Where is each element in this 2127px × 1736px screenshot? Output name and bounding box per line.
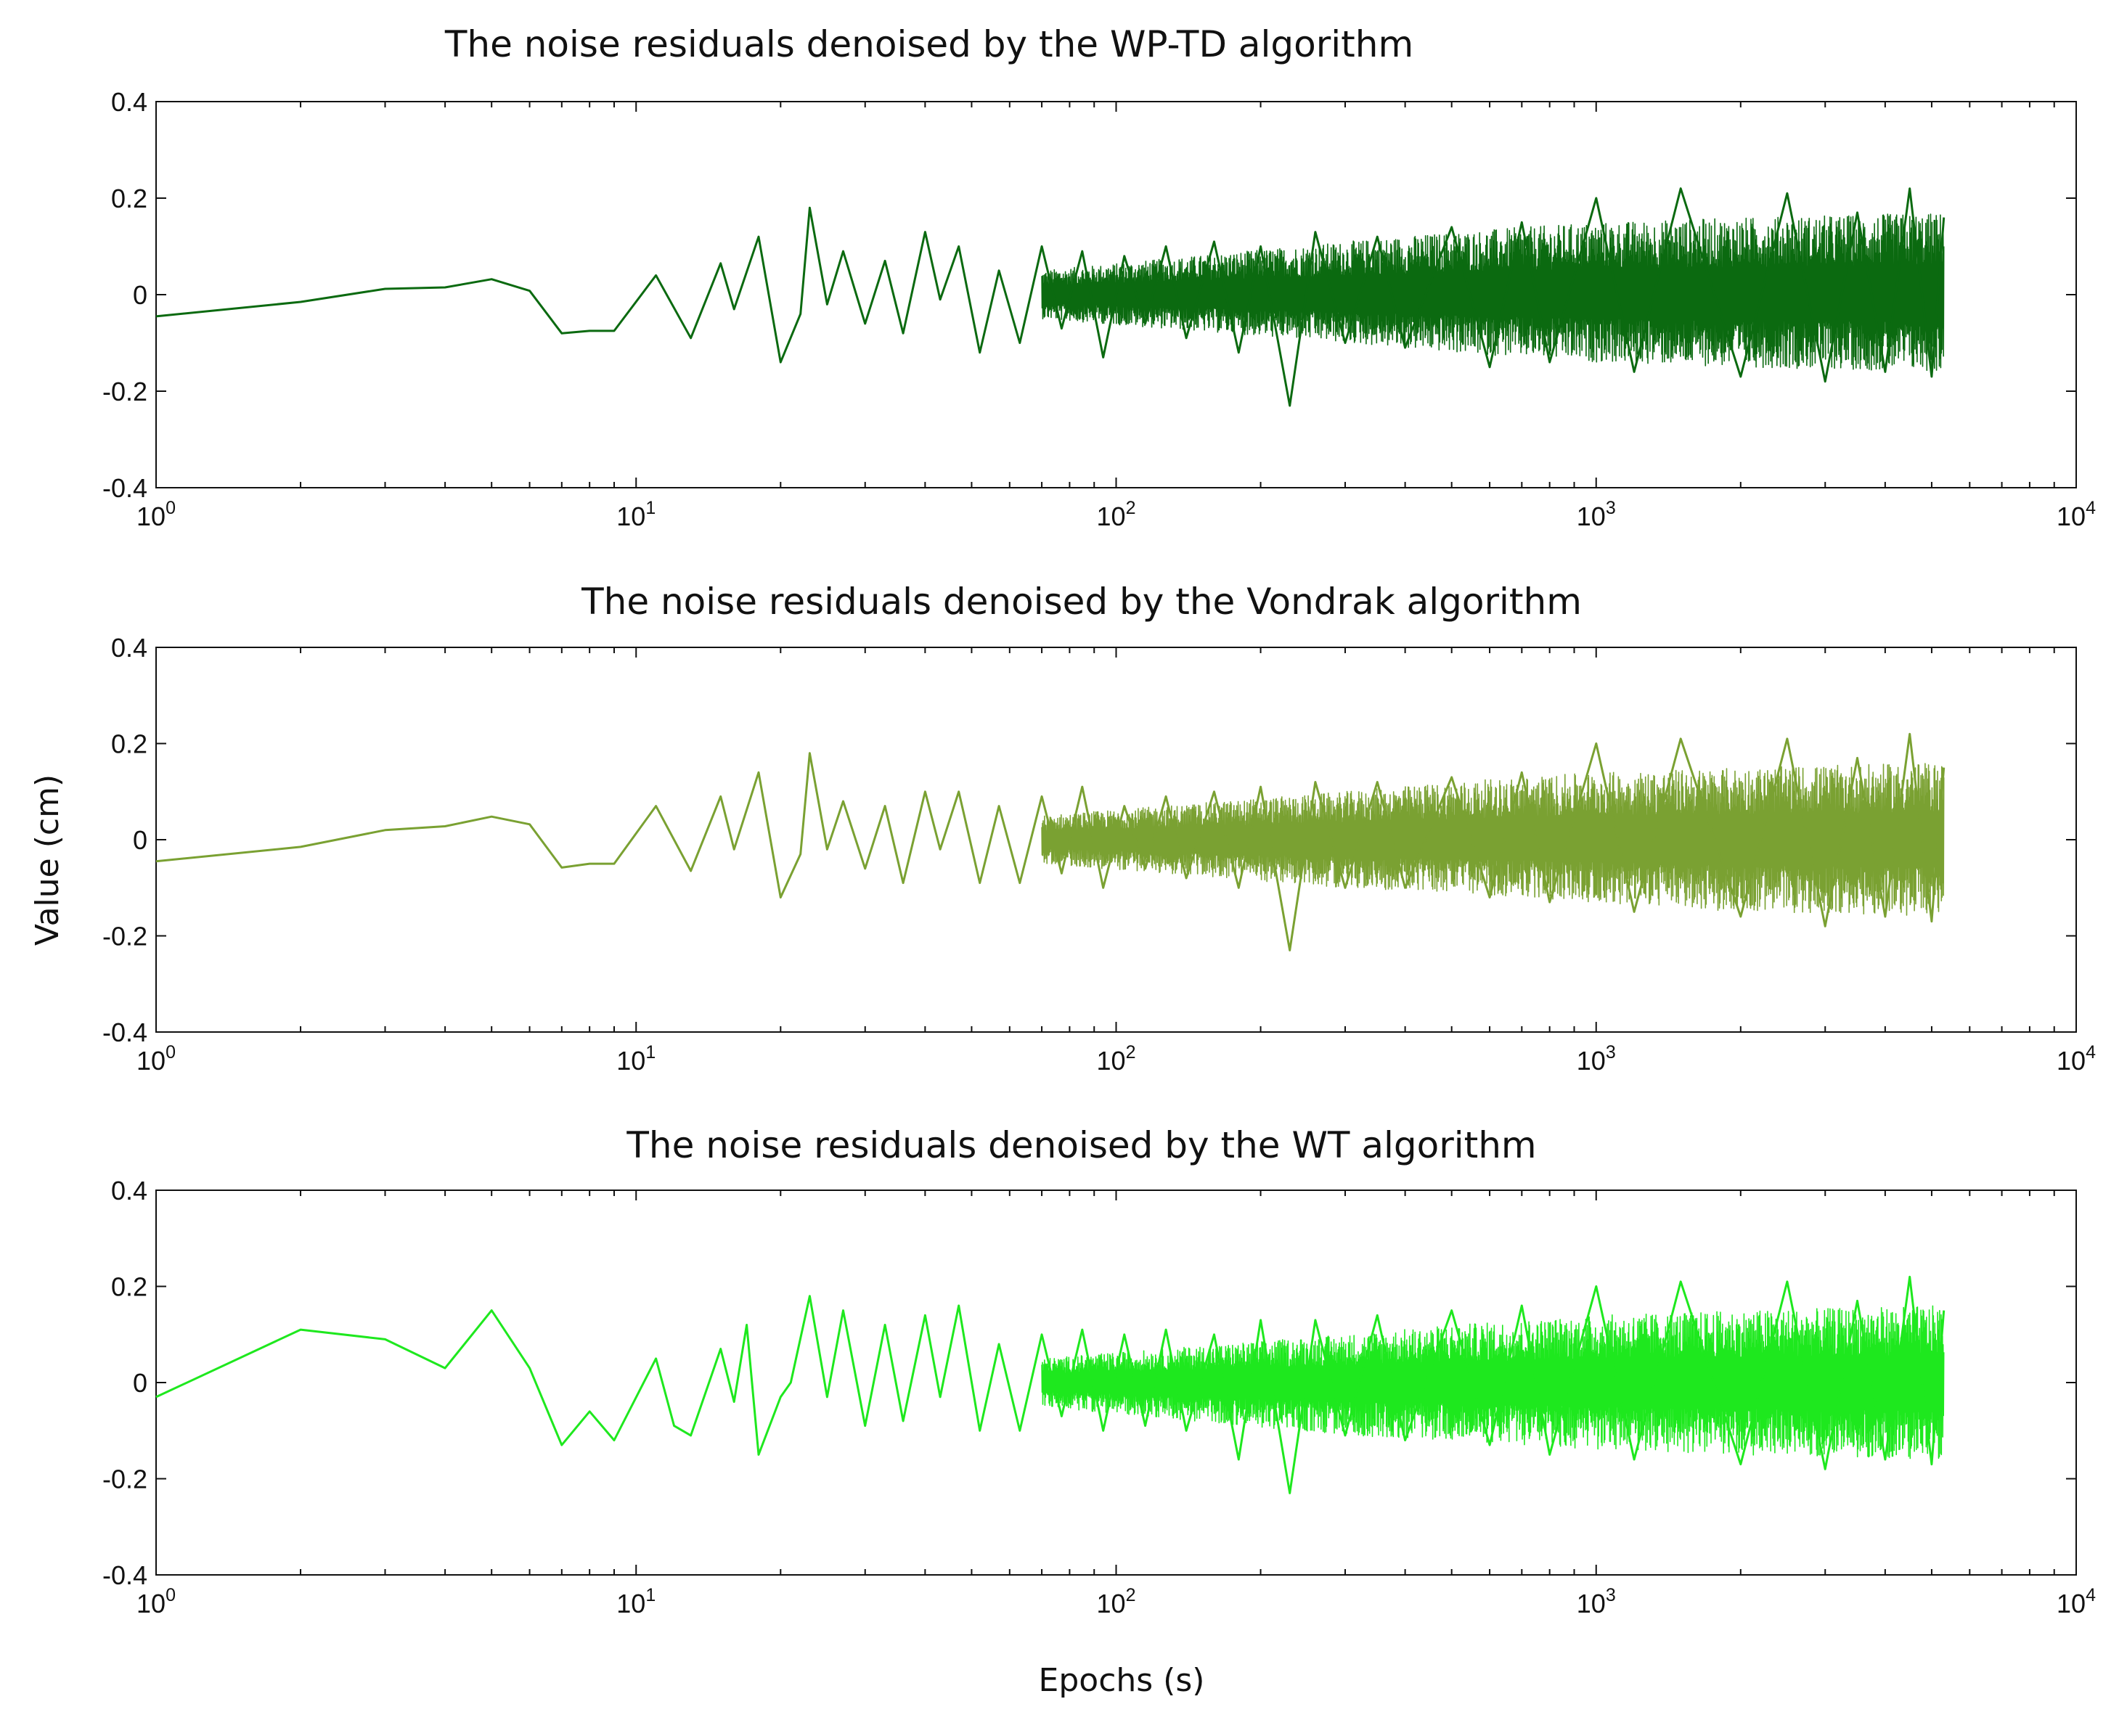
x-tick-label: 100 — [136, 498, 176, 531]
y-tick-label: 0 — [133, 825, 147, 855]
x-tick-label: 104 — [2057, 1042, 2096, 1076]
panel-title-vondrak: The noise residuals denoised by the Vond… — [581, 581, 1582, 623]
x-tick-label: 104 — [2057, 1585, 2096, 1618]
y-tick-label: -0.2 — [102, 1465, 147, 1494]
x-axis-label: Epochs (s) — [1039, 1662, 1205, 1699]
y-tick-label: -0.2 — [102, 922, 147, 951]
y-tick-label: 0.2 — [111, 729, 147, 759]
y-tick-label: -0.4 — [102, 1560, 147, 1590]
y-axis-label: Value (cm) — [29, 774, 66, 946]
x-tick-label: 101 — [616, 498, 656, 531]
x-tick-label: 102 — [1097, 1042, 1136, 1076]
x-tick-label: 101 — [616, 1042, 656, 1076]
x-tick-label: 103 — [1577, 498, 1616, 531]
y-tick-label: -0.4 — [102, 473, 147, 503]
y-tick-label: 0.2 — [111, 184, 147, 213]
series-line — [155, 1275, 1946, 1494]
x-tick-label: 103 — [1577, 1585, 1616, 1618]
panel-wt: The noise residuals denoised by the WT a… — [102, 1124, 2096, 1618]
y-tick-label: 0.2 — [111, 1272, 147, 1302]
x-tick-label: 102 — [1097, 1585, 1136, 1618]
y-tick-label: 0.4 — [111, 633, 147, 663]
x-tick-label: 100 — [136, 1585, 176, 1618]
panel-vondrak: The noise residuals denoised by the Vond… — [102, 581, 2096, 1076]
panel-title-wt: The noise residuals denoised by the WT a… — [626, 1124, 1536, 1166]
x-tick-label: 101 — [616, 1585, 656, 1618]
series-line — [155, 187, 1946, 407]
series-noise-band — [1041, 213, 1945, 372]
y-tick-label: 0 — [133, 280, 147, 310]
series-line — [155, 732, 1946, 951]
y-tick-label: 0.4 — [111, 87, 147, 117]
x-tick-label: 102 — [1097, 498, 1136, 531]
panel-wptd: The noise residuals denoised by the WP-T… — [102, 23, 2096, 531]
y-tick-label: 0.4 — [111, 1176, 147, 1205]
y-tick-label: -0.2 — [102, 377, 147, 406]
y-tick-label: 0 — [133, 1368, 147, 1398]
x-tick-label: 103 — [1577, 1042, 1616, 1076]
x-tick-label: 100 — [136, 1042, 176, 1076]
series-noise-band — [1041, 763, 1945, 916]
series-noise-band — [1041, 1305, 1945, 1459]
panel-title-wptd: The noise residuals denoised by the WP-T… — [444, 23, 1413, 65]
x-tick-label: 104 — [2057, 498, 2096, 531]
y-tick-label: -0.4 — [102, 1018, 147, 1047]
